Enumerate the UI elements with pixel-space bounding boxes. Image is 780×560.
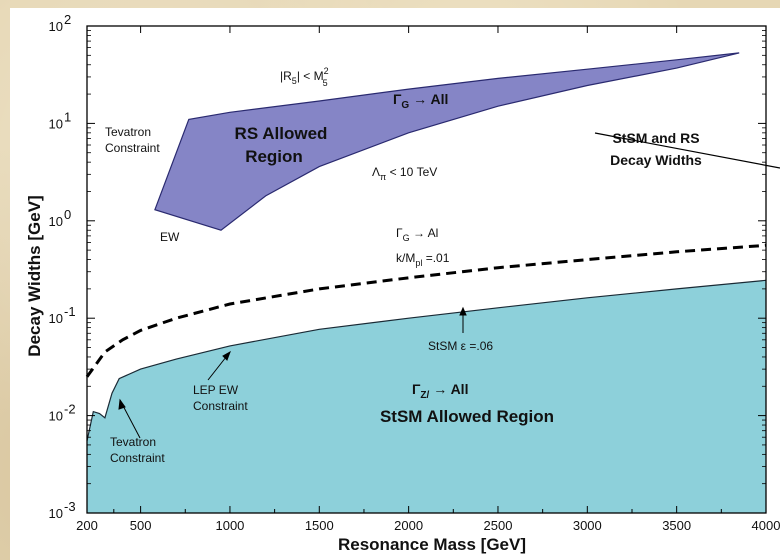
stsm-rs-title-line2: Decay Widths: [610, 152, 702, 168]
lep-ew-line2: Constraint: [193, 399, 248, 413]
ew-label: EW: [160, 230, 180, 244]
y-tick-exponent: 1: [64, 109, 71, 124]
x-axis-title: Resonance Mass [GeV]: [338, 535, 526, 554]
arrow-stsm-eps-head: [459, 306, 467, 316]
x-tick-label: 1000: [215, 518, 244, 533]
y-tick-label: 10: [49, 19, 63, 34]
x-tick-label: 4000: [752, 518, 780, 533]
chart-figure: 200 500 1000 1500 2000 2500 3000 3500 4000 10 -3 10…: [10, 8, 780, 560]
arrow-tevatron-bottom-head: [118, 398, 126, 410]
stsm-eps-label: StSM ε =.06: [428, 339, 493, 353]
title-pointer-line: [594, 132, 780, 169]
arrow-lep-ew-head: [222, 350, 231, 361]
x-tick-label: 3000: [573, 518, 602, 533]
y-tick-exponent: 2: [64, 12, 71, 27]
axes-layer: [86, 25, 767, 514]
x-tick-label: 200: [76, 518, 98, 533]
rs-region-label-line1: RS Allowed: [235, 124, 328, 143]
rs-region-label-line2: Region: [245, 147, 303, 166]
r5-label: |R5| < M2 5: [280, 66, 329, 88]
gamma-z-all-label: ΓZ/ → All: [412, 381, 468, 401]
k-mpl-label: k/Mpl =.01: [396, 251, 450, 268]
x-tick-label: 500: [130, 518, 152, 533]
tevatron-bottom-line2: Constraint: [110, 451, 165, 465]
lambda-label: Λπ < 10 TeV: [372, 165, 437, 182]
pointer-arrows: [118, 306, 467, 439]
y-tick-label: 10: [49, 214, 63, 229]
stsm-upper-edge: [86, 279, 767, 442]
tevatron-top-line2: Constraint: [105, 141, 160, 155]
regions-layer: [86, 52, 767, 513]
lines-layer: [85, 243, 767, 378]
x-tick-label: 2000: [394, 518, 423, 533]
gamma-g-al-label: ΓG → Al: [396, 226, 438, 243]
y-tick-label: 10: [49, 409, 63, 424]
x-tick-label: 1500: [305, 518, 334, 533]
rs-graviton-dashed-line: [85, 243, 767, 378]
x-tick-label: 2500: [484, 518, 513, 533]
stsm-allowed-region: [87, 280, 766, 513]
y-tick-label: 10: [49, 116, 63, 131]
gamma-g-all-label: ΓG → All: [393, 91, 448, 111]
y-tick-exponent: -2: [64, 402, 76, 417]
y-tick-exponent: -1: [64, 304, 76, 319]
tevatron-top-line1: Tevatron: [105, 125, 151, 139]
plot-frame: [86, 25, 767, 514]
stsm-rs-title-line1: StSM and RS: [612, 130, 699, 146]
y-tick-exponent: 0: [64, 207, 71, 222]
lep-ew-line1: LEP EW: [193, 383, 239, 397]
tevatron-bottom-line1: Tevatron: [110, 435, 156, 449]
y-axis-title: Decay Widths [GeV]: [25, 195, 44, 356]
stsm-region-label: StSM Allowed Region: [380, 407, 554, 426]
x-tick-label: 3500: [662, 518, 691, 533]
y-tick-label: 10: [49, 311, 63, 326]
rs-allowed-region: [154, 52, 740, 231]
y-tick-label: 10: [49, 506, 63, 521]
y-tick-exponent: -3: [64, 499, 76, 514]
